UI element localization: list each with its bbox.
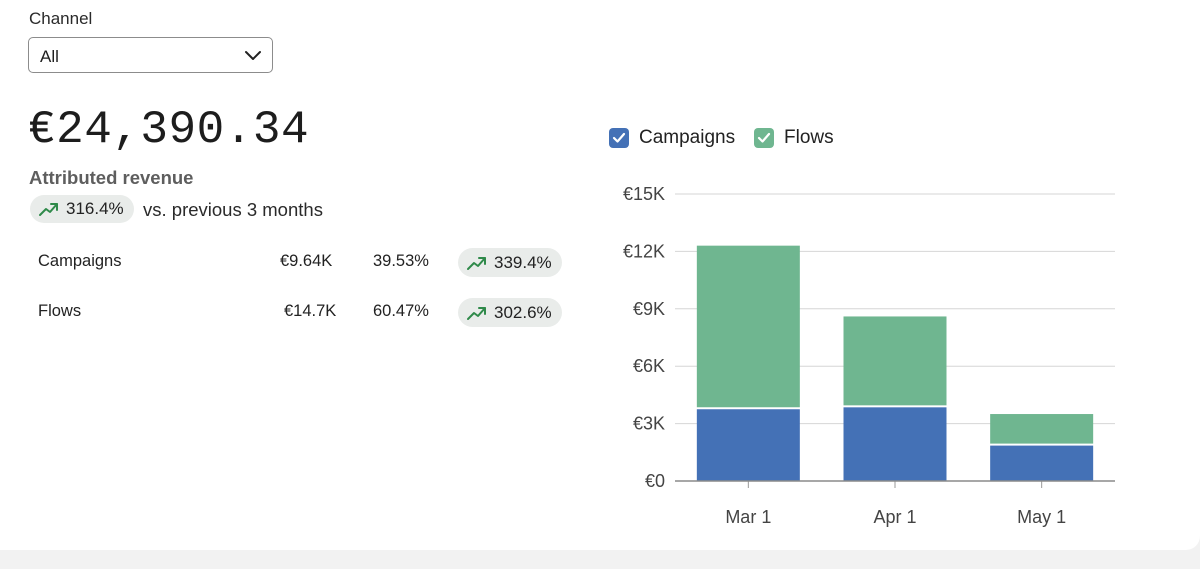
- total-change-value: 316.4%: [66, 199, 124, 218]
- revenue-card: Channel All €24,390.34 Attributed revenu…: [0, 0, 1200, 550]
- x-tick-label: Apr 1: [873, 507, 916, 527]
- bar-campaigns-1[interactable]: [843, 407, 947, 481]
- breakdown-amount: €14.7K: [284, 302, 337, 320]
- breakdown-change-badge: 339.4%: [458, 248, 562, 277]
- y-tick-label: €6K: [633, 356, 665, 376]
- trending-up-icon: [39, 203, 58, 216]
- total-revenue-label: Attributed revenue: [29, 167, 194, 188]
- breakdown-name: Flows: [38, 302, 82, 320]
- breakdown-change-value: 302.6%: [494, 302, 552, 322]
- channel-filter-label: Channel: [29, 9, 93, 28]
- legend-label: Flows: [784, 127, 834, 148]
- bar-flows-1[interactable]: [843, 316, 947, 406]
- y-tick-label: €0: [645, 471, 665, 491]
- comparison-text: vs. previous 3 months: [143, 199, 323, 220]
- breakdown-amount: €9.64K: [280, 252, 333, 270]
- legend-item-campaigns[interactable]: Campaigns: [609, 127, 735, 149]
- total-change-badge: 316.4%: [30, 195, 134, 223]
- x-tick-label: May 1: [1017, 507, 1066, 527]
- breakdown-change-badge: 302.6%: [458, 298, 562, 327]
- y-tick-label: €9K: [633, 299, 665, 319]
- breakdown-name: Campaigns: [38, 252, 122, 270]
- trending-up-icon: [467, 256, 486, 270]
- breakdown-change-value: 339.4%: [494, 252, 552, 272]
- bar-campaigns-0[interactable]: [696, 409, 800, 481]
- total-revenue-value: €24,390.34: [28, 104, 310, 156]
- legend-item-flows[interactable]: Flows: [754, 127, 834, 149]
- chart-x-axis: Mar 1 Apr 1 May 1: [675, 480, 1115, 527]
- revenue-stacked-bar-chart: €0 €3K €6K €9K €12K €15K Mar 1 Apr 1 May 1: [623, 184, 1115, 527]
- y-tick-label: €12K: [623, 241, 665, 261]
- bar-campaigns-2[interactable]: [990, 445, 1094, 481]
- x-tick-label: Mar 1: [725, 507, 771, 527]
- y-tick-label: €15K: [623, 184, 665, 204]
- legend-label: Campaigns: [639, 127, 736, 148]
- bar-flows-0[interactable]: [696, 245, 800, 408]
- checkbox-checked-icon: [754, 128, 774, 148]
- y-tick-label: €3K: [633, 414, 665, 434]
- chevron-down-icon: [245, 51, 261, 60]
- breakdown-share: 39.53%: [373, 252, 429, 270]
- channel-select[interactable]: All: [28, 37, 273, 73]
- channel-select-value: All: [40, 47, 59, 66]
- chart-bars: [696, 245, 1094, 481]
- bar-flows-2[interactable]: [990, 414, 1094, 444]
- trending-up-icon: [467, 306, 486, 320]
- checkbox-checked-icon: [609, 128, 629, 148]
- chart-y-axis: €0 €3K €6K €9K €12K €15K: [623, 184, 665, 491]
- breakdown-share: 60.47%: [373, 302, 429, 320]
